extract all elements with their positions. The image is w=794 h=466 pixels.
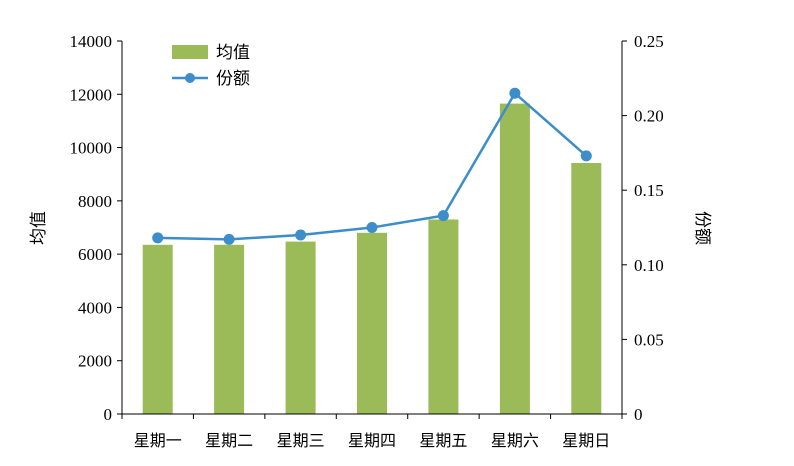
y-right-axis-title: 份额 [692, 211, 712, 245]
line-point-6 [509, 87, 521, 99]
y-left-tick-label: 0 [104, 405, 113, 424]
y-right-tick-label: 0.25 [634, 32, 664, 51]
y-left-tick-label: 14000 [70, 32, 113, 51]
bar-7 [571, 163, 602, 414]
legend-label-bar: 均值 [216, 43, 250, 63]
bar-4 [357, 232, 387, 414]
line-point-7 [580, 150, 592, 162]
bar-1 [142, 244, 173, 414]
y-right-tick-label: 0.10 [634, 256, 664, 275]
legend: 均值 份额 [172, 43, 250, 89]
y-left-axis-title: 均值 [29, 211, 49, 245]
bar-6 [499, 103, 530, 414]
y-left-tick-label: 12000 [70, 85, 113, 104]
line-point-4 [366, 222, 378, 233]
line-point-1 [152, 232, 164, 244]
plot-area [142, 87, 602, 414]
x-category-label: 星期一 [134, 431, 182, 450]
x-category-label: 星期五 [419, 431, 467, 450]
legend-swatch-marker [185, 73, 195, 83]
bar-2 [214, 244, 245, 414]
legend-label-line: 份额 [216, 69, 250, 89]
y-left-tick-label: 4000 [78, 298, 112, 317]
x-category-label: 星期四 [348, 431, 396, 450]
y-right-tick-label: 0.05 [634, 330, 664, 349]
y-right-tick-label: 0.15 [634, 181, 664, 200]
line-point-3 [295, 229, 307, 241]
y-left-tick-label: 6000 [78, 245, 112, 264]
x-category-label: 星期六 [491, 431, 539, 450]
y-left-tick-label: 10000 [70, 139, 113, 158]
line-point-2 [223, 233, 235, 245]
y-right-tick-label: 0 [634, 405, 643, 424]
y-left-tick-label: 8000 [78, 192, 112, 211]
legend-swatch-bar [172, 45, 208, 59]
bar-5 [428, 219, 459, 414]
line-point-5 [437, 210, 449, 222]
y-left-tick-label: 2000 [78, 352, 112, 371]
axes: 0 2000 4000 6000 8000 10000 12000 14000 0 0.05 0.1… [70, 32, 664, 450]
x-category-label: 星期日 [562, 431, 610, 450]
y-right-tick-label: 0.20 [634, 107, 664, 126]
x-category-label: 星期三 [277, 431, 325, 450]
x-category-label: 星期二 [205, 431, 253, 450]
bar-3 [285, 241, 316, 414]
